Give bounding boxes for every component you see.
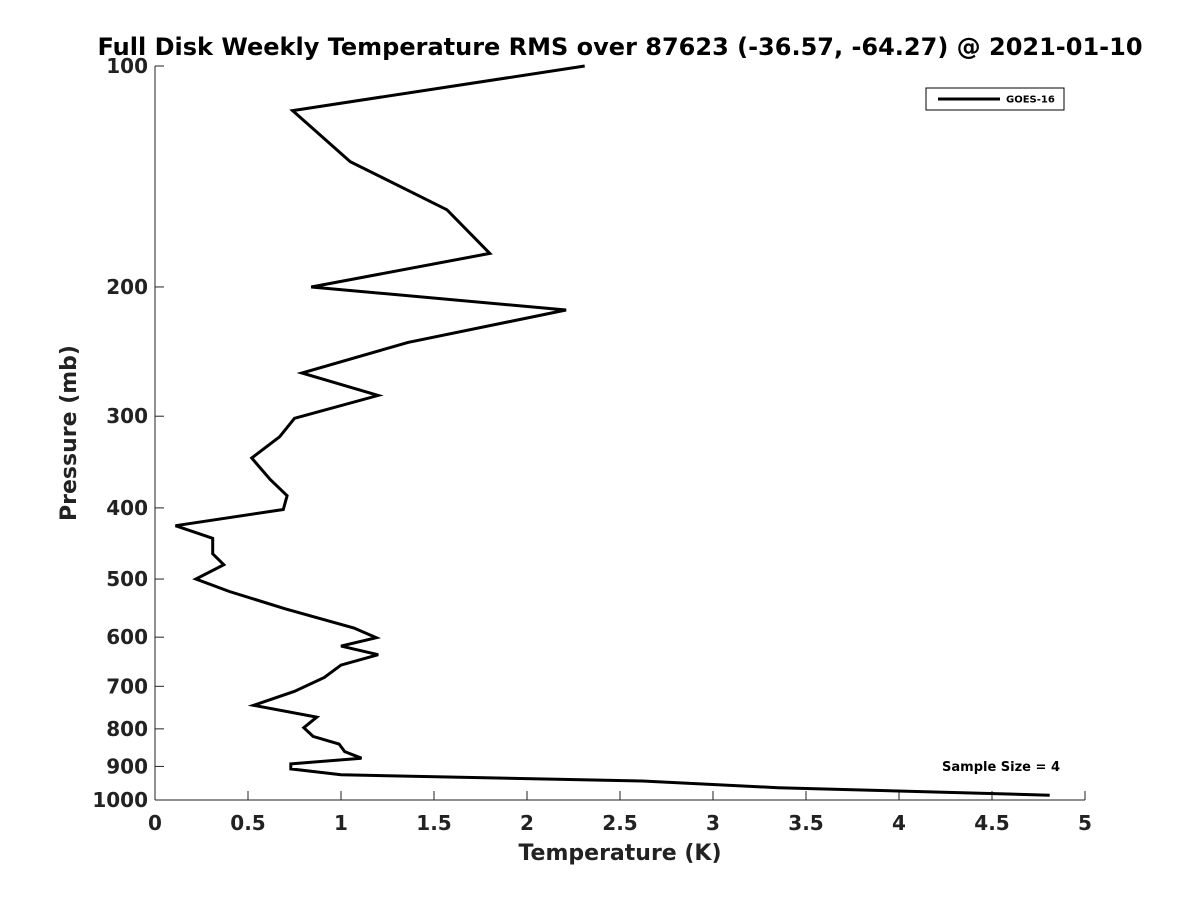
x-tick-label: 4 (892, 811, 906, 835)
x-tick-label: 3 (706, 811, 720, 835)
y-tick-label: 500 (106, 567, 148, 591)
y-tick-label: 900 (106, 754, 148, 778)
legend-label-goes16: GOES-16 (1006, 95, 1055, 106)
y-tick-label: 100 (106, 54, 148, 78)
x-axis-ticks: 0 0.5 1 1.5 2 2.5 3 3.5 4 4.5 5 (148, 791, 1092, 835)
y-tick-label: 300 (106, 404, 148, 428)
y-tick-label: 1000 (92, 788, 148, 812)
x-tick-label: 0.5 (230, 811, 265, 835)
x-axis-label: Temperature (K) (518, 841, 721, 866)
sample-size-annotation: Sample Size = 4 (942, 760, 1060, 775)
x-tick-label: 0 (148, 811, 162, 835)
y-tick-label: 200 (106, 275, 148, 299)
legend: GOES-16 (925, 87, 1065, 111)
series-layer (175, 64, 1050, 797)
y-axis-label: Pressure (mb) (57, 345, 82, 521)
x-tick-label: 2.5 (602, 811, 637, 835)
y-tick-label: 700 (106, 674, 148, 698)
x-tick-label: 1.5 (416, 811, 451, 835)
chart-title: Full Disk Weekly Temperature RMS over 87… (97, 33, 1142, 61)
y-tick-label: 400 (106, 496, 148, 520)
x-tick-label: 2 (520, 811, 534, 835)
x-tick-label: 4.5 (974, 811, 1009, 835)
y-tick-label: 800 (106, 717, 148, 741)
x-tick-label: 5 (1078, 811, 1092, 835)
y-axis-ticks: 100 200 300 400 500 600 700 800 900 1000 (92, 54, 164, 812)
y-tick-label: 600 (106, 625, 148, 649)
series-line-goes-16 (175, 64, 1050, 797)
x-tick-label: 1 (334, 811, 348, 835)
x-tick-label: 3.5 (788, 811, 823, 835)
plot-area (155, 66, 1085, 800)
